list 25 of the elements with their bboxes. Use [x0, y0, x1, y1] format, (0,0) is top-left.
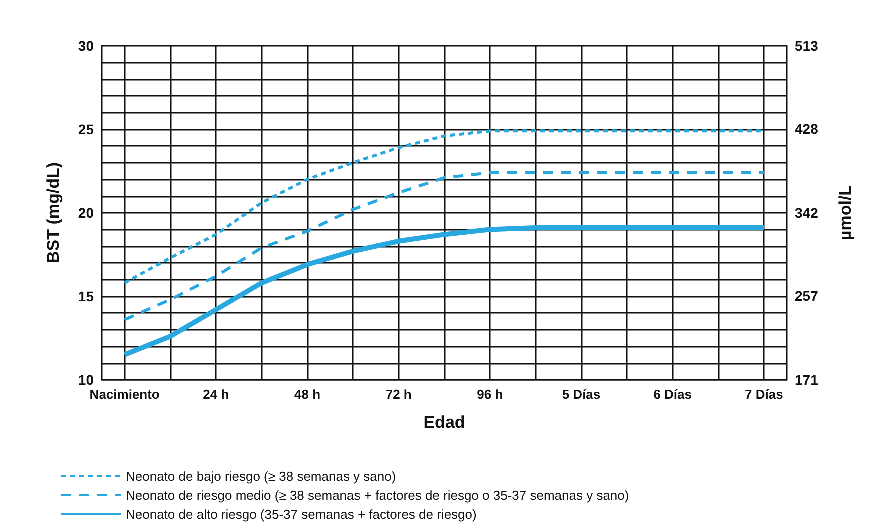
- y-axis-title: BST (mg/dL): [44, 162, 63, 264]
- y-tick-label: 20: [78, 205, 94, 221]
- x-tick-label: 5 Días: [562, 387, 601, 402]
- y-tick-label: 25: [78, 122, 94, 138]
- legend-label: Neonato de bajo riesgo (≥ 38 semanas y sano): [126, 469, 396, 484]
- x-tick-label: 96 h: [477, 387, 504, 402]
- x-tick-label: 7 Días: [745, 387, 784, 402]
- x-tick-label: 72 h: [386, 387, 412, 402]
- x-tick-label: Nacimiento: [90, 387, 160, 402]
- y-tick-label: 15: [78, 288, 94, 304]
- y2-tick-label: 428: [795, 121, 819, 138]
- y2-tick-label: 342: [795, 205, 819, 221]
- x-tick-label: 48 h: [294, 387, 321, 402]
- x-axis-title: Edad: [424, 413, 466, 432]
- y-tick-label: 10: [78, 372, 94, 388]
- y2-axis-title: µmol/L: [836, 185, 855, 241]
- legend-label: Neonato de alto riesgo (35-37 semanas + factores de riesgo): [126, 507, 477, 522]
- x-tick-label: 24 h: [203, 387, 230, 402]
- x-tick-label: 6 Días: [654, 387, 692, 402]
- y2-tick-label: 513: [795, 38, 819, 54]
- y-tick-label: 30: [78, 38, 94, 54]
- y2-tick-label: 171: [795, 372, 819, 388]
- y2-tick-label: 257: [795, 288, 819, 304]
- legend-label: Neonato de riesgo medio (≥ 38 semanas + factores de riesgo o 35-37 semanas y sano): [126, 488, 630, 503]
- line-series: [123, 171, 766, 322]
